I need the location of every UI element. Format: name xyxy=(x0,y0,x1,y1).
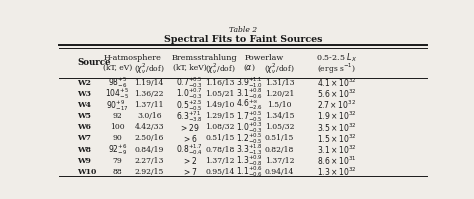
Text: 1.36/22: 1.36/22 xyxy=(135,90,164,98)
Text: 1.16/13: 1.16/13 xyxy=(205,79,235,87)
Text: $92^{+6}_{-9}$: $92^{+6}_{-9}$ xyxy=(108,142,127,157)
Text: 90: 90 xyxy=(112,134,122,142)
Text: $5.6\times10^{32}$: $5.6\times10^{32}$ xyxy=(317,88,356,100)
Text: (kT, keV): (kT, keV) xyxy=(173,64,207,72)
Text: $1.5\times10^{32}$: $1.5\times10^{32}$ xyxy=(317,132,356,145)
Text: 2.92/15: 2.92/15 xyxy=(135,168,164,176)
Text: 0.51/15: 0.51/15 xyxy=(265,134,294,142)
Text: $1.2^{+0.5}_{-0.5}$: $1.2^{+0.5}_{-0.5}$ xyxy=(236,131,263,146)
Text: 3.0/16: 3.0/16 xyxy=(137,112,162,120)
Text: W10: W10 xyxy=(77,168,96,176)
Text: $98^{+5}_{-6}$: $98^{+5}_{-6}$ xyxy=(108,75,127,90)
Text: 1.05/32: 1.05/32 xyxy=(265,123,294,131)
Text: $4.1\times10^{32}$: $4.1\times10^{32}$ xyxy=(317,77,356,89)
Text: H-atmosphere: H-atmosphere xyxy=(104,54,162,62)
Text: 2.27/13: 2.27/13 xyxy=(135,157,164,165)
Text: ($\chi^2_\nu$/dof): ($\chi^2_\nu$/dof) xyxy=(134,61,164,76)
Text: $0.7^{+0.5}_{-0.3}$: $0.7^{+0.5}_{-0.3}$ xyxy=(176,75,203,90)
Text: $90^{+9}_{-17}$: $90^{+9}_{-17}$ xyxy=(106,98,128,113)
Text: 1.05/21: 1.05/21 xyxy=(205,90,235,98)
Text: Table 2: Table 2 xyxy=(229,26,257,34)
Text: (ergs s$^{-1}$): (ergs s$^{-1}$) xyxy=(317,61,356,75)
Text: $> 29$: $> 29$ xyxy=(180,122,200,133)
Text: $0.5^{+2.5}_{-0.5}$: $0.5^{+2.5}_{-0.5}$ xyxy=(176,98,203,113)
Text: 4.42/33: 4.42/33 xyxy=(135,123,164,131)
Text: 1.29/15: 1.29/15 xyxy=(205,112,235,120)
Text: 79: 79 xyxy=(112,157,122,165)
Text: W3: W3 xyxy=(77,90,91,98)
Text: Spectral Fits to Faint Sources: Spectral Fits to Faint Sources xyxy=(164,35,322,44)
Text: $1.1^{+0.6}_{-0.6}$: $1.1^{+0.6}_{-0.6}$ xyxy=(236,164,263,179)
Text: ($\chi^2_\nu$/dof): ($\chi^2_\nu$/dof) xyxy=(264,61,295,76)
Text: W7: W7 xyxy=(77,134,91,142)
Text: 1.31/13: 1.31/13 xyxy=(265,79,294,87)
Text: 92: 92 xyxy=(112,112,122,120)
Text: $1.3^{+0.9}_{-0.8}$: $1.3^{+0.9}_{-0.8}$ xyxy=(236,153,263,168)
Text: $> 2$: $> 2$ xyxy=(182,155,197,166)
Text: $1.7^{+0.5}_{-0.5}$: $1.7^{+0.5}_{-0.5}$ xyxy=(236,109,263,124)
Text: 1.08/32: 1.08/32 xyxy=(205,123,235,131)
Text: 0.94/14: 0.94/14 xyxy=(265,168,294,176)
Text: 1.19/14: 1.19/14 xyxy=(135,79,164,87)
Text: $104^{+5}_{-5}$: $104^{+5}_{-5}$ xyxy=(105,87,129,101)
Text: 0.51/15: 0.51/15 xyxy=(205,134,235,142)
Text: 1.34/15: 1.34/15 xyxy=(265,112,294,120)
Text: 100: 100 xyxy=(110,123,125,131)
Text: 0.5-2.5 $L_X$: 0.5-2.5 $L_X$ xyxy=(316,51,357,64)
Text: $6.3^{+71}_{-3.8}$: $6.3^{+71}_{-3.8}$ xyxy=(176,109,203,124)
Text: (kT, eV): (kT, eV) xyxy=(103,64,132,72)
Text: 1.37/11: 1.37/11 xyxy=(135,101,164,109)
Text: W4: W4 xyxy=(77,101,91,109)
Text: Powerlaw: Powerlaw xyxy=(245,54,284,62)
Text: $1.0^{+0.3}_{-0.3}$: $1.0^{+0.3}_{-0.3}$ xyxy=(236,120,263,135)
Text: 0.95/14: 0.95/14 xyxy=(205,168,235,176)
Text: Bremsstrahlung: Bremsstrahlung xyxy=(172,54,237,62)
Text: $3.1\times10^{32}$: $3.1\times10^{32}$ xyxy=(317,143,356,156)
Text: 2.50/16: 2.50/16 xyxy=(135,134,164,142)
Text: 1.49/10: 1.49/10 xyxy=(205,101,235,109)
Text: $1.9\times10^{32}$: $1.9\times10^{32}$ xyxy=(317,110,356,122)
Text: 1.20/21: 1.20/21 xyxy=(265,90,294,98)
Text: $1.3\times10^{32}$: $1.3\times10^{32}$ xyxy=(317,166,356,178)
Text: 0.84/19: 0.84/19 xyxy=(135,145,164,154)
Text: W5: W5 xyxy=(77,112,91,120)
Text: $> 6$: $> 6$ xyxy=(182,133,198,144)
Text: 88: 88 xyxy=(112,168,122,176)
Text: $> 7$: $> 7$ xyxy=(182,166,198,177)
Text: W8: W8 xyxy=(77,145,91,154)
Text: $0.8^{+1.7}_{-0.4}$: $0.8^{+1.7}_{-0.4}$ xyxy=(176,142,203,157)
Text: W2: W2 xyxy=(77,79,91,87)
Text: W6: W6 xyxy=(77,123,91,131)
Text: $3.5\times10^{32}$: $3.5\times10^{32}$ xyxy=(317,121,356,134)
Text: 1.5/10: 1.5/10 xyxy=(267,101,292,109)
Text: $8.6\times10^{31}$: $8.6\times10^{31}$ xyxy=(317,154,356,167)
Text: $1.0^{+0.7}_{-0.3}$: $1.0^{+0.7}_{-0.3}$ xyxy=(176,87,203,101)
Text: $3.1^{+0.8}_{-0.6}$: $3.1^{+0.8}_{-0.6}$ xyxy=(236,87,263,101)
Text: $4.6^{+\infty}_{-2.6}$: $4.6^{+\infty}_{-2.6}$ xyxy=(236,98,263,112)
Text: Source: Source xyxy=(77,59,110,67)
Text: ($\alpha$): ($\alpha$) xyxy=(243,63,256,73)
Text: 1.37/12: 1.37/12 xyxy=(265,157,294,165)
Text: $3.9^{+1.1}_{-1.0}$: $3.9^{+1.1}_{-1.0}$ xyxy=(236,75,263,90)
Text: 0.82/18: 0.82/18 xyxy=(265,145,294,154)
Text: 0.78/18: 0.78/18 xyxy=(205,145,235,154)
Text: ($\chi^2_\nu$/dof): ($\chi^2_\nu$/dof) xyxy=(205,61,236,76)
Text: 1.37/12: 1.37/12 xyxy=(205,157,235,165)
Text: W9: W9 xyxy=(77,157,91,165)
Text: $3.3^{+1.8}_{-1.3}$: $3.3^{+1.8}_{-1.3}$ xyxy=(236,142,263,157)
Text: $2.7\times10^{32}$: $2.7\times10^{32}$ xyxy=(317,99,356,111)
